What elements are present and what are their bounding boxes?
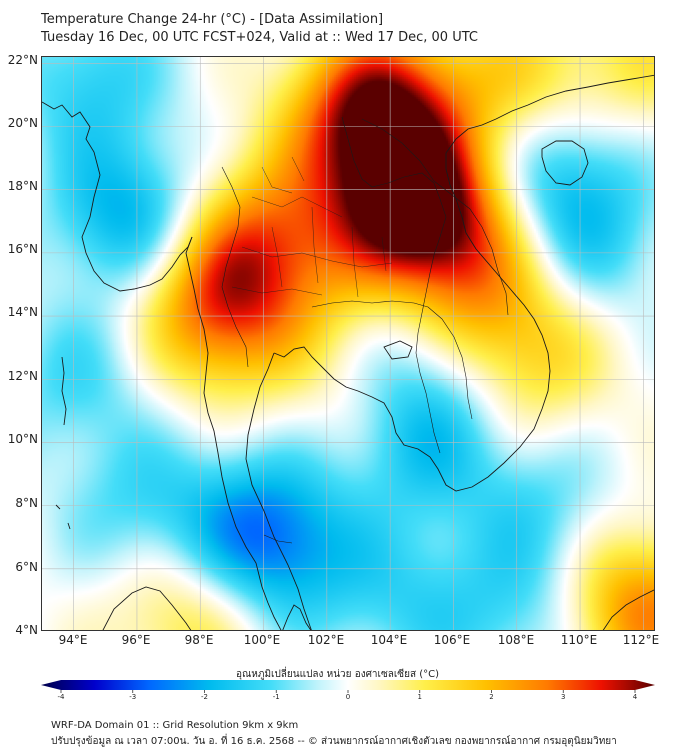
gulf-of-thailand-north-coastline [273,346,431,458]
map-title: Temperature Change 24-hr (°C) - [Data As… [41,12,384,27]
myanmar-thailand-border [221,166,249,368]
colorbar-tick-marks [60,690,636,693]
lon-label: 98°E [184,633,214,647]
lat-label: 4°N [15,623,38,637]
temperature-change-field [42,57,654,630]
credit-text: ปรับปรุงข้อมูล ณ เวลา 07:00น. วัน อ. ที่… [51,736,617,747]
cambodia-vietnam-border [427,306,473,420]
lon-label: 94°E [58,633,88,647]
lon-label: 96°E [121,633,151,647]
tenasserim-coastline [185,236,282,630]
lon-label: 110°E [560,633,598,647]
lat-label: 20°N [7,116,38,130]
map-panel [41,56,655,631]
thai-province-borders [231,156,393,298]
map-overlay [42,57,654,630]
lat-label: 6°N [15,560,38,574]
myanmar-west-coastline [42,101,193,292]
colorbar-tick-label: 1 [417,693,422,701]
laos-vietnam-border [361,118,509,316]
colorbar-gradient [41,680,655,690]
map-gridlines [42,57,654,630]
malaysia-thailand-border [263,534,293,544]
andaman-islands [61,356,67,426]
thailand-cambodia-border [311,300,429,308]
mekong-river [341,116,447,454]
peninsula-east-coastline [245,352,312,630]
colorbar-tick-label: 3 [561,693,566,701]
colorbar [41,680,655,693]
colorbar-tick-label: 4 [632,693,638,701]
colorbar-tick-label: 0 [345,693,351,701]
nicobar-islands [55,504,71,530]
model-info-text: WRF-DA Domain 01 :: Grid Resolution 9km … [51,720,299,731]
colorbar-title: อุณหภูมิเปลี่ยนแปลง หน่วย องศาเซลเซียส (… [235,669,440,680]
lat-label: 18°N [7,179,38,193]
lat-label: 8°N [15,496,38,510]
colorbar-tick-label: -3 [129,693,137,701]
lon-label: 108°E [497,633,535,647]
malaya-south-coastline [282,604,312,630]
hainan-island [541,140,589,186]
colorbar-tick-label: 2 [489,693,494,701]
coastlines-and-borders [42,74,654,630]
china-south-coastline [445,74,654,154]
lon-label: 102°E [307,633,345,647]
lon-label: 104°E [370,633,408,647]
colorbar-tick-label: -1 [272,693,280,701]
tonle-sap-lake [383,340,413,360]
lat-label: 16°N [7,242,38,256]
sumatra-coastline [102,586,192,630]
colorbar-tick-label: -4 [57,693,65,701]
borneo-coastline [602,589,654,630]
lon-label: 106°E [433,633,471,647]
lat-label: 22°N [7,53,38,67]
lat-label: 12°N [7,369,38,383]
lon-label: 100°E [243,633,281,647]
lat-label: 14°N [7,305,38,319]
lat-label: 10°N [7,432,38,446]
vietnam-coastline [429,153,551,492]
colorbar-tick-label: -2 [201,693,208,701]
map-subtitle: Tuesday 16 Dec, 00 UTC FCST+024, Valid a… [41,30,478,45]
lon-label: 112°E [622,633,660,647]
